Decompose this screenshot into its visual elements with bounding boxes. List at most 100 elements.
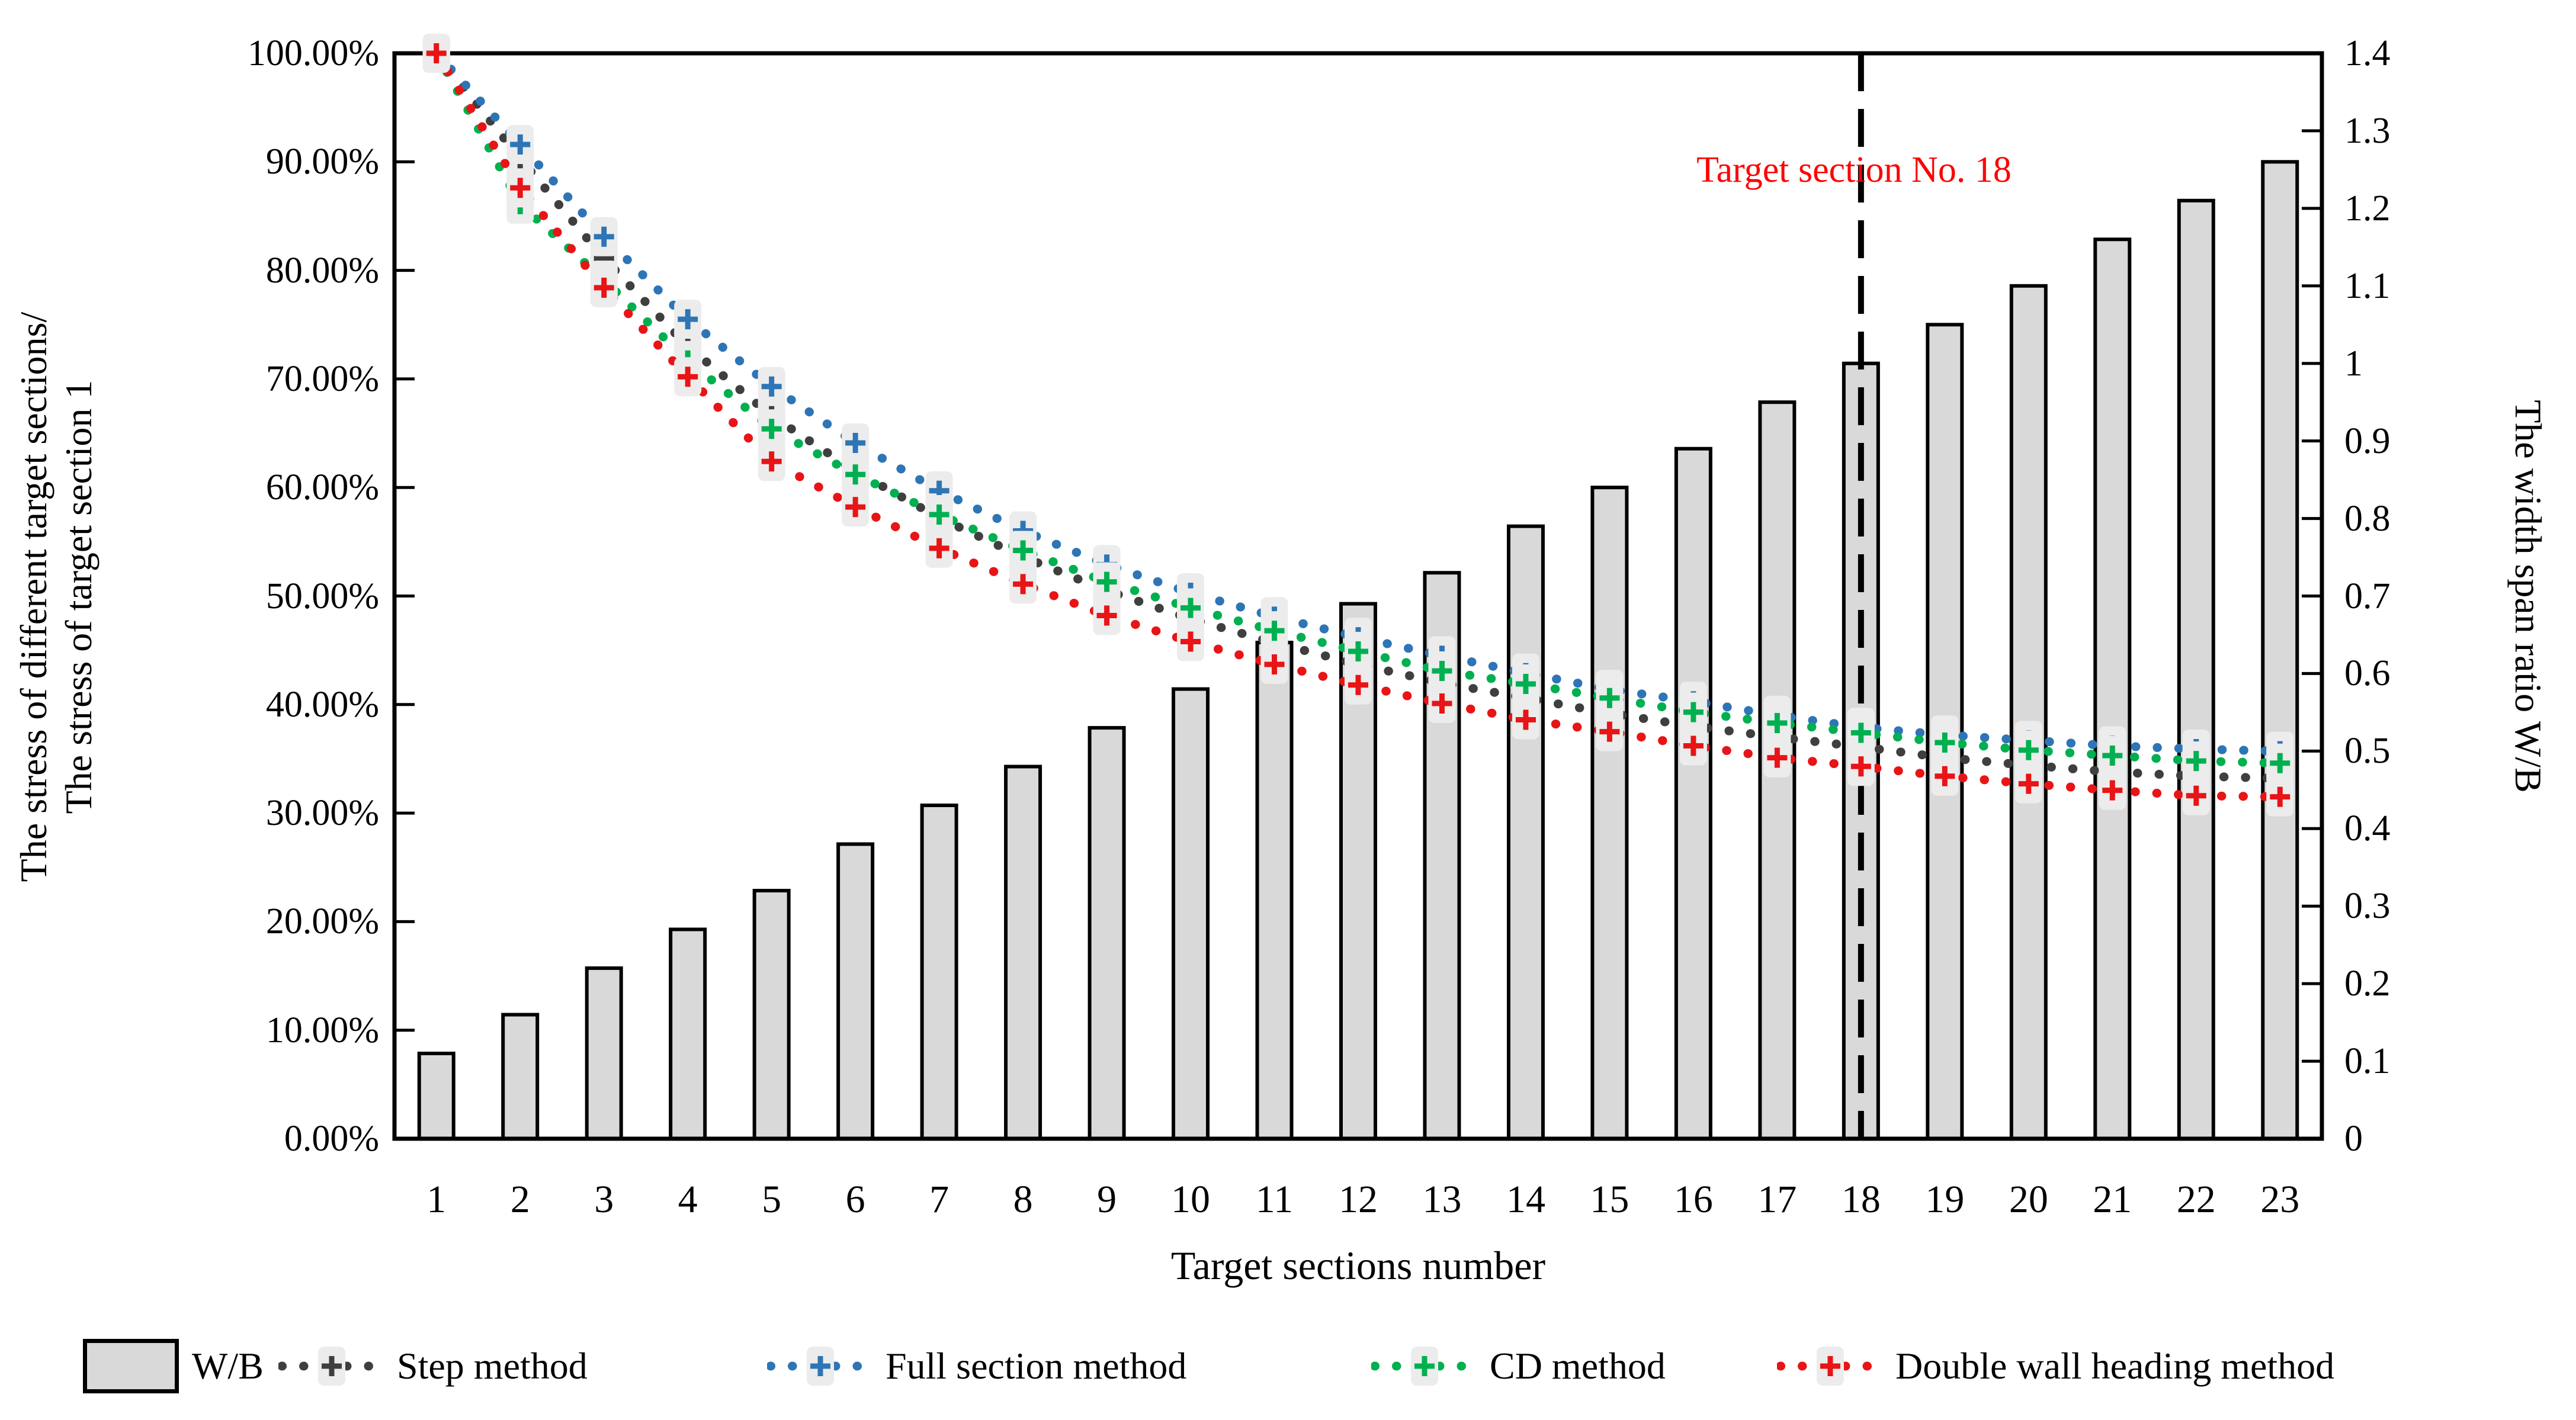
plus-marker-double [1096,605,1117,626]
right-axis-tick-label: 0.6 [2344,653,2391,694]
legend-label: Step method [397,1345,588,1387]
plus-marker-full [761,376,782,397]
legend-item-cd: CD method [1371,1334,1666,1399]
right-axis-title: The width span ratio W/B [2507,400,2549,793]
legend-swatch-line [767,1347,874,1386]
x-axis-tick-label: 5 [762,1178,782,1221]
left-axis-tick-label: 40.00% [265,684,379,725]
plus-marker-double [2186,785,2206,806]
legend-swatch-line [1777,1347,1884,1386]
plus-marker-cd [1935,732,1955,753]
chart-legend: W/B Step method Full section method CD meth… [0,1334,2576,1399]
x-axis-tick-label: 3 [594,1178,614,1221]
left-axis-tick-label: 90.00% [265,142,379,182]
x-axis-tick-label: 16 [1673,1178,1713,1221]
right-axis-tick-label: 1.3 [2344,110,2391,151]
plus-marker-cd [845,464,866,485]
right-axis-tick-label: 0.8 [2344,498,2391,539]
wb-bar [2009,284,2048,1141]
plus-marker-double [1180,631,1201,652]
plus-marker-double [2018,773,2039,794]
wb-bar [1172,687,1210,1141]
series-line-cd [432,49,2285,768]
x-axis-tick-label: 15 [1590,1178,1629,1221]
plus-marker-double [1432,693,1452,714]
plus-marker-double [1683,735,1704,756]
legend-label: W/B [192,1345,264,1387]
wb-bar [417,1051,455,1141]
left-axis-title: The stress of different target sections/… [11,182,106,1011]
plus-marker-cd [1348,641,1368,661]
legend-label: Full section method [886,1345,1187,1387]
right-axis-tick-label: 0.4 [2344,808,2391,849]
plus-marker-cd [1432,660,1452,681]
left-axis-title-line2: The stress of target section 1 [57,380,100,814]
wb-bar [2093,237,2132,1141]
plus-marker-cd [2018,740,2039,760]
plus-marker-cd [1683,702,1704,722]
x-axis-tick-label: 14 [1506,1178,1545,1221]
x-axis-tick-label: 2 [510,1178,530,1221]
right-axis-tick-label: 0.7 [2344,576,2391,616]
x-axis-tick-label: 17 [1757,1178,1797,1221]
wb-bar [920,804,958,1141]
wb-bar [836,842,875,1141]
right-axis-tick-label: 0.2 [2344,963,2391,1004]
right-axis-tick-label: 0.3 [2344,886,2391,927]
wb-bar [585,966,623,1141]
left-axis-tick-label: 70.00% [265,358,379,399]
plus-marker-full [845,433,866,454]
x-axis-tick-label: 20 [2009,1178,2048,1221]
x-axis-tick-label: 23 [2260,1178,2300,1221]
x-axis-tick-label: 11 [1255,1178,1294,1221]
wb-bar [1087,726,1126,1141]
x-axis-tick-label: 6 [845,1178,865,1221]
x-axis-title: Target sections number [1170,1243,1546,1288]
right-axis-tick-label: 0 [2344,1119,2363,1159]
plus-marker-double [426,43,447,63]
right-axis-tick-label: 0.5 [2344,731,2391,772]
plus-marker-cd [1850,722,1871,743]
plus-marker-double [1935,766,1955,786]
plus-marker-cd [761,419,782,439]
legend-item-wb: W/B [83,1334,264,1399]
left-axis-tick-label: 50.00% [265,576,379,616]
x-axis-tick-label: 13 [1422,1178,1462,1221]
x-axis-tick-label: 8 [1013,1178,1033,1221]
plus-marker-full [510,134,531,155]
x-axis-tick-label: 21 [2093,1178,2132,1221]
plus-marker-cd [2186,751,2206,772]
left-axis-tick-label: 60.00% [265,467,379,508]
plus-marker-double [2270,786,2291,807]
plus-marker-full [678,309,698,330]
plus-marker-double [845,497,866,518]
plus-marker-double [929,538,949,558]
legend-swatch-line [278,1347,385,1386]
wb-bar [2261,160,2299,1141]
plus-marker-double [1013,574,1034,595]
plus-marker-double [594,277,614,298]
right-axis-tick-label: 1.1 [2344,265,2391,306]
target-section-annotation: Target section No. 18 [1696,150,2012,190]
plus-marker-cd [1767,712,1788,733]
plus-marker-cd [1515,673,1536,694]
plus-marker-double [1599,721,1620,742]
x-axis-tick-label: 1 [426,1178,447,1221]
right-axis-tick-label: 1.2 [2344,188,2391,229]
wb-bar [2177,198,2215,1141]
x-axis-tick-label: 19 [1925,1178,1965,1221]
plus-marker-cd [1180,597,1201,618]
wb-bar [1506,524,1545,1141]
x-axis-tick-label: 7 [929,1178,949,1221]
right-axis-tick-label: 0.9 [2344,420,2391,461]
legend-item-full: Full section method [767,1334,1186,1399]
left-axis-tick-label: 20.00% [265,901,379,942]
plus-marker-double [678,367,698,387]
legend-item-step: Step method [278,1334,588,1399]
wb-bar [1590,486,1629,1141]
x-axis-tick-label: 22 [2176,1178,2216,1221]
left-axis-title-line1: The stress of different target sections/ [12,311,54,882]
wb-bar [501,1013,540,1141]
